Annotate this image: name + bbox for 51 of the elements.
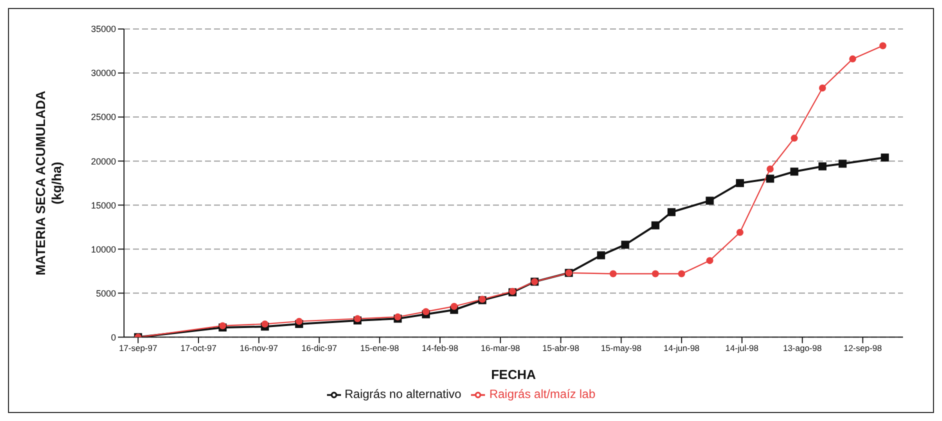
- y-tick-label: 30000: [90, 68, 116, 78]
- x-tick-label: 14-jun-98: [664, 343, 700, 354]
- x-tick-label: 15-abr-98: [542, 343, 580, 354]
- y-axis-title: MATERIA SECA ACUMULADA (kg/ha): [33, 90, 64, 276]
- point: [597, 251, 606, 260]
- x-tick-label: 17-oct-97: [180, 343, 217, 354]
- y-tick-label: 15000: [90, 200, 116, 210]
- legend-label: Raigrás alt/maíz lab: [489, 387, 596, 402]
- y-tick-label: 0: [110, 332, 116, 342]
- x-axis-title: FECHA: [491, 367, 536, 382]
- x-tick-label: 15-may-98: [600, 343, 642, 354]
- legend-label: Raigrás no alternativo: [344, 387, 462, 402]
- y-tick-label: 25000: [90, 112, 116, 122]
- point: [766, 166, 774, 172]
- point: [818, 162, 826, 170]
- x-tick-label: 12-sep-98: [844, 343, 882, 354]
- point: [706, 196, 714, 205]
- point: [450, 302, 458, 310]
- x-tick-label: 16-dic-97: [302, 343, 338, 354]
- point: [394, 313, 402, 320]
- point: [678, 270, 686, 278]
- point: [651, 221, 660, 230]
- point: [652, 270, 659, 278]
- point: [668, 208, 676, 216]
- x-tick-label: 17-sep-97: [118, 343, 158, 354]
- point: [838, 160, 847, 168]
- y-tick-label: 5000: [96, 288, 116, 298]
- point: [296, 318, 303, 325]
- point: [261, 320, 268, 328]
- y-tick-label: 10000: [90, 244, 116, 254]
- x-tick-label: 16-mar-98: [480, 343, 520, 354]
- x-tick-label: 15-ene-98: [360, 343, 400, 354]
- point: [766, 174, 774, 183]
- point: [621, 240, 630, 249]
- x-tick-label: 14-jul-98: [725, 343, 759, 354]
- point: [879, 42, 886, 50]
- point: [880, 154, 889, 162]
- y-tick-label: 20000: [90, 156, 116, 166]
- x-tick-label: 13-ago-98: [782, 343, 822, 354]
- point: [790, 134, 798, 142]
- point: [422, 308, 430, 316]
- point: [790, 168, 798, 176]
- x-tick-label: 14-feb-98: [422, 343, 458, 354]
- point: [736, 179, 744, 188]
- point: [736, 228, 744, 236]
- point: [849, 55, 856, 62]
- point: [818, 84, 826, 92]
- point: [706, 257, 714, 264]
- point: [610, 270, 617, 278]
- y-tick-label: 35000: [90, 24, 116, 34]
- x-tick-label: 16-nov-97: [240, 343, 278, 354]
